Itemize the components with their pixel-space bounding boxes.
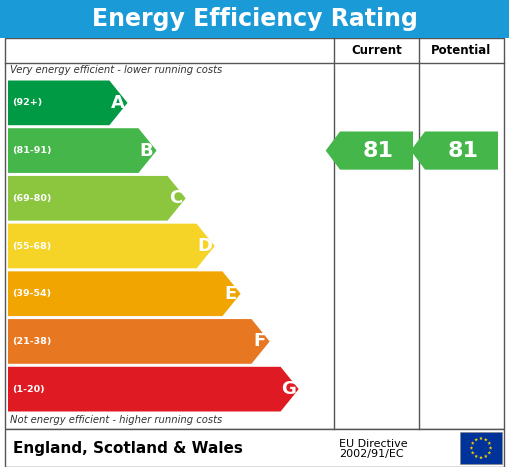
Polygon shape — [489, 446, 493, 450]
Polygon shape — [8, 319, 270, 364]
Text: (92+): (92+) — [12, 99, 42, 107]
Text: B: B — [140, 142, 153, 160]
Text: 81: 81 — [447, 141, 478, 161]
Text: Very energy efficient - lower running costs: Very energy efficient - lower running co… — [10, 65, 222, 75]
Polygon shape — [488, 441, 491, 445]
Polygon shape — [474, 454, 478, 458]
Text: (1-20): (1-20) — [12, 385, 45, 394]
Text: Not energy efficient - higher running costs: Not energy efficient - higher running co… — [10, 415, 222, 425]
Text: (21-38): (21-38) — [12, 337, 51, 346]
Text: C: C — [169, 189, 182, 207]
Bar — [0, 0, 509, 38]
Text: (55-68): (55-68) — [12, 241, 51, 250]
Text: EU Directive: EU Directive — [339, 439, 408, 449]
Text: 81: 81 — [362, 141, 393, 161]
Polygon shape — [479, 456, 483, 459]
Polygon shape — [326, 132, 413, 170]
Text: G: G — [281, 380, 296, 398]
Polygon shape — [469, 446, 473, 450]
Text: F: F — [253, 333, 266, 350]
Polygon shape — [479, 436, 483, 440]
Polygon shape — [8, 80, 128, 125]
Bar — [5, 38, 504, 429]
Polygon shape — [488, 451, 491, 454]
Polygon shape — [8, 224, 215, 269]
Bar — [460, 432, 502, 464]
Text: D: D — [197, 237, 212, 255]
Polygon shape — [474, 438, 478, 441]
Text: 2002/91/EC: 2002/91/EC — [339, 449, 404, 459]
Bar — [5, 429, 504, 467]
Text: Current: Current — [351, 44, 402, 57]
Polygon shape — [471, 441, 474, 445]
Polygon shape — [8, 271, 241, 316]
Polygon shape — [484, 438, 488, 441]
Text: Energy Efficiency Rating: Energy Efficiency Rating — [92, 7, 417, 31]
Text: (81-91): (81-91) — [12, 146, 51, 155]
Polygon shape — [8, 128, 157, 173]
Polygon shape — [484, 454, 488, 458]
Polygon shape — [8, 176, 186, 220]
Polygon shape — [411, 132, 498, 170]
Text: E: E — [224, 285, 237, 303]
Text: England, Scotland & Wales: England, Scotland & Wales — [13, 440, 243, 455]
Text: Potential: Potential — [431, 44, 492, 57]
Polygon shape — [471, 451, 474, 454]
Polygon shape — [8, 367, 299, 411]
Text: (39-54): (39-54) — [12, 289, 51, 298]
Text: (69-80): (69-80) — [12, 194, 51, 203]
Text: A: A — [110, 94, 125, 112]
